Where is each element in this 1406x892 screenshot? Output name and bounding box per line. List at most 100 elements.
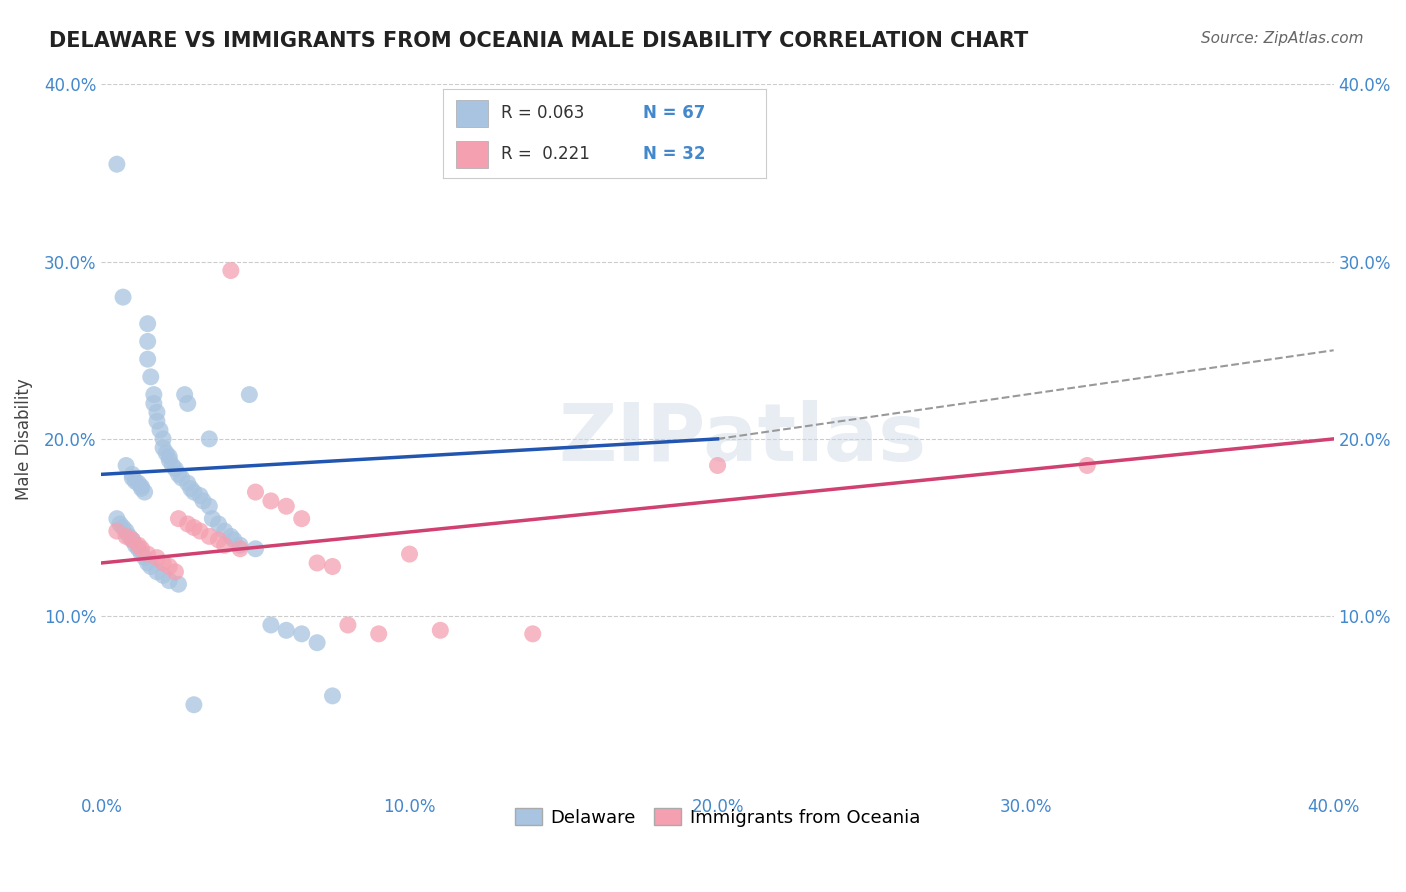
Point bbox=[142, 396, 165, 410]
Point bbox=[167, 467, 190, 482]
Point bbox=[121, 533, 143, 547]
Point bbox=[131, 482, 153, 496]
Bar bbox=[456, 100, 488, 127]
Point bbox=[121, 471, 143, 485]
Point bbox=[167, 511, 190, 525]
Point bbox=[219, 529, 242, 543]
Point bbox=[157, 450, 180, 464]
Point bbox=[105, 524, 128, 538]
Point bbox=[152, 432, 174, 446]
Point bbox=[127, 476, 149, 491]
Point bbox=[152, 556, 174, 570]
Point bbox=[170, 471, 193, 485]
Point bbox=[198, 432, 221, 446]
Point bbox=[157, 453, 180, 467]
Point bbox=[115, 458, 138, 473]
Point bbox=[183, 698, 205, 712]
Text: R = 0.063: R = 0.063 bbox=[501, 104, 585, 122]
Point bbox=[142, 387, 165, 401]
Point bbox=[124, 475, 146, 489]
Legend: Delaware, Immigrants from Oceania: Delaware, Immigrants from Oceania bbox=[508, 801, 928, 834]
Point bbox=[118, 529, 141, 543]
Point bbox=[136, 317, 159, 331]
Point bbox=[165, 565, 187, 579]
Point bbox=[321, 689, 343, 703]
Point bbox=[219, 263, 242, 277]
Point bbox=[398, 547, 420, 561]
Point bbox=[214, 538, 236, 552]
Text: R =  0.221: R = 0.221 bbox=[501, 145, 591, 163]
Point bbox=[131, 547, 153, 561]
Point bbox=[177, 396, 200, 410]
Point bbox=[115, 524, 138, 538]
Point bbox=[245, 485, 267, 500]
Point bbox=[183, 485, 205, 500]
Point bbox=[115, 529, 138, 543]
Point bbox=[307, 636, 329, 650]
Text: N = 32: N = 32 bbox=[644, 145, 706, 163]
Text: DELAWARE VS IMMIGRANTS FROM OCEANIA MALE DISABILITY CORRELATION CHART: DELAWARE VS IMMIGRANTS FROM OCEANIA MALE… bbox=[49, 31, 1028, 51]
Point bbox=[146, 405, 169, 419]
Point bbox=[229, 538, 252, 552]
Point bbox=[121, 533, 143, 547]
Point bbox=[276, 500, 298, 514]
Point bbox=[207, 516, 229, 531]
Point bbox=[167, 577, 190, 591]
Point bbox=[136, 556, 159, 570]
Point bbox=[177, 476, 200, 491]
Point bbox=[522, 627, 544, 641]
Point bbox=[706, 458, 728, 473]
Point bbox=[121, 467, 143, 482]
Point bbox=[162, 458, 184, 473]
Point bbox=[291, 627, 314, 641]
Point bbox=[207, 533, 229, 547]
Point bbox=[1076, 458, 1098, 473]
Y-axis label: Male Disability: Male Disability bbox=[15, 378, 32, 500]
Text: Source: ZipAtlas.com: Source: ZipAtlas.com bbox=[1201, 31, 1364, 46]
Point bbox=[260, 618, 283, 632]
Point bbox=[131, 480, 153, 494]
Point bbox=[149, 423, 172, 437]
Point bbox=[139, 559, 162, 574]
Text: ZIPatlas: ZIPatlas bbox=[558, 400, 927, 478]
Point bbox=[136, 334, 159, 349]
Text: N = 67: N = 67 bbox=[644, 104, 706, 122]
Point bbox=[188, 524, 211, 538]
Point bbox=[146, 414, 169, 428]
Point bbox=[146, 550, 169, 565]
Point bbox=[201, 511, 224, 525]
Point bbox=[188, 489, 211, 503]
Point bbox=[146, 565, 169, 579]
Point bbox=[307, 556, 329, 570]
Point bbox=[177, 516, 200, 531]
Point bbox=[136, 352, 159, 367]
Point bbox=[336, 618, 359, 632]
Point bbox=[183, 520, 205, 534]
Point bbox=[127, 541, 149, 556]
Point bbox=[429, 624, 451, 638]
Point bbox=[260, 494, 283, 508]
Point bbox=[245, 541, 267, 556]
Point bbox=[112, 290, 135, 304]
Point bbox=[367, 627, 389, 641]
Point bbox=[152, 441, 174, 455]
Point bbox=[229, 541, 252, 556]
Point bbox=[134, 550, 156, 565]
Point bbox=[131, 541, 153, 556]
Point bbox=[157, 559, 180, 574]
Point bbox=[173, 387, 195, 401]
Point bbox=[321, 559, 343, 574]
Point bbox=[238, 387, 260, 401]
Point bbox=[180, 482, 202, 496]
Point bbox=[291, 511, 314, 525]
Point bbox=[198, 500, 221, 514]
Point bbox=[105, 157, 128, 171]
Point bbox=[198, 529, 221, 543]
Point bbox=[139, 369, 162, 384]
Point bbox=[157, 574, 180, 588]
Point bbox=[124, 538, 146, 552]
Point bbox=[165, 462, 187, 476]
Point bbox=[214, 524, 236, 538]
Point bbox=[134, 485, 156, 500]
Point bbox=[222, 533, 245, 547]
